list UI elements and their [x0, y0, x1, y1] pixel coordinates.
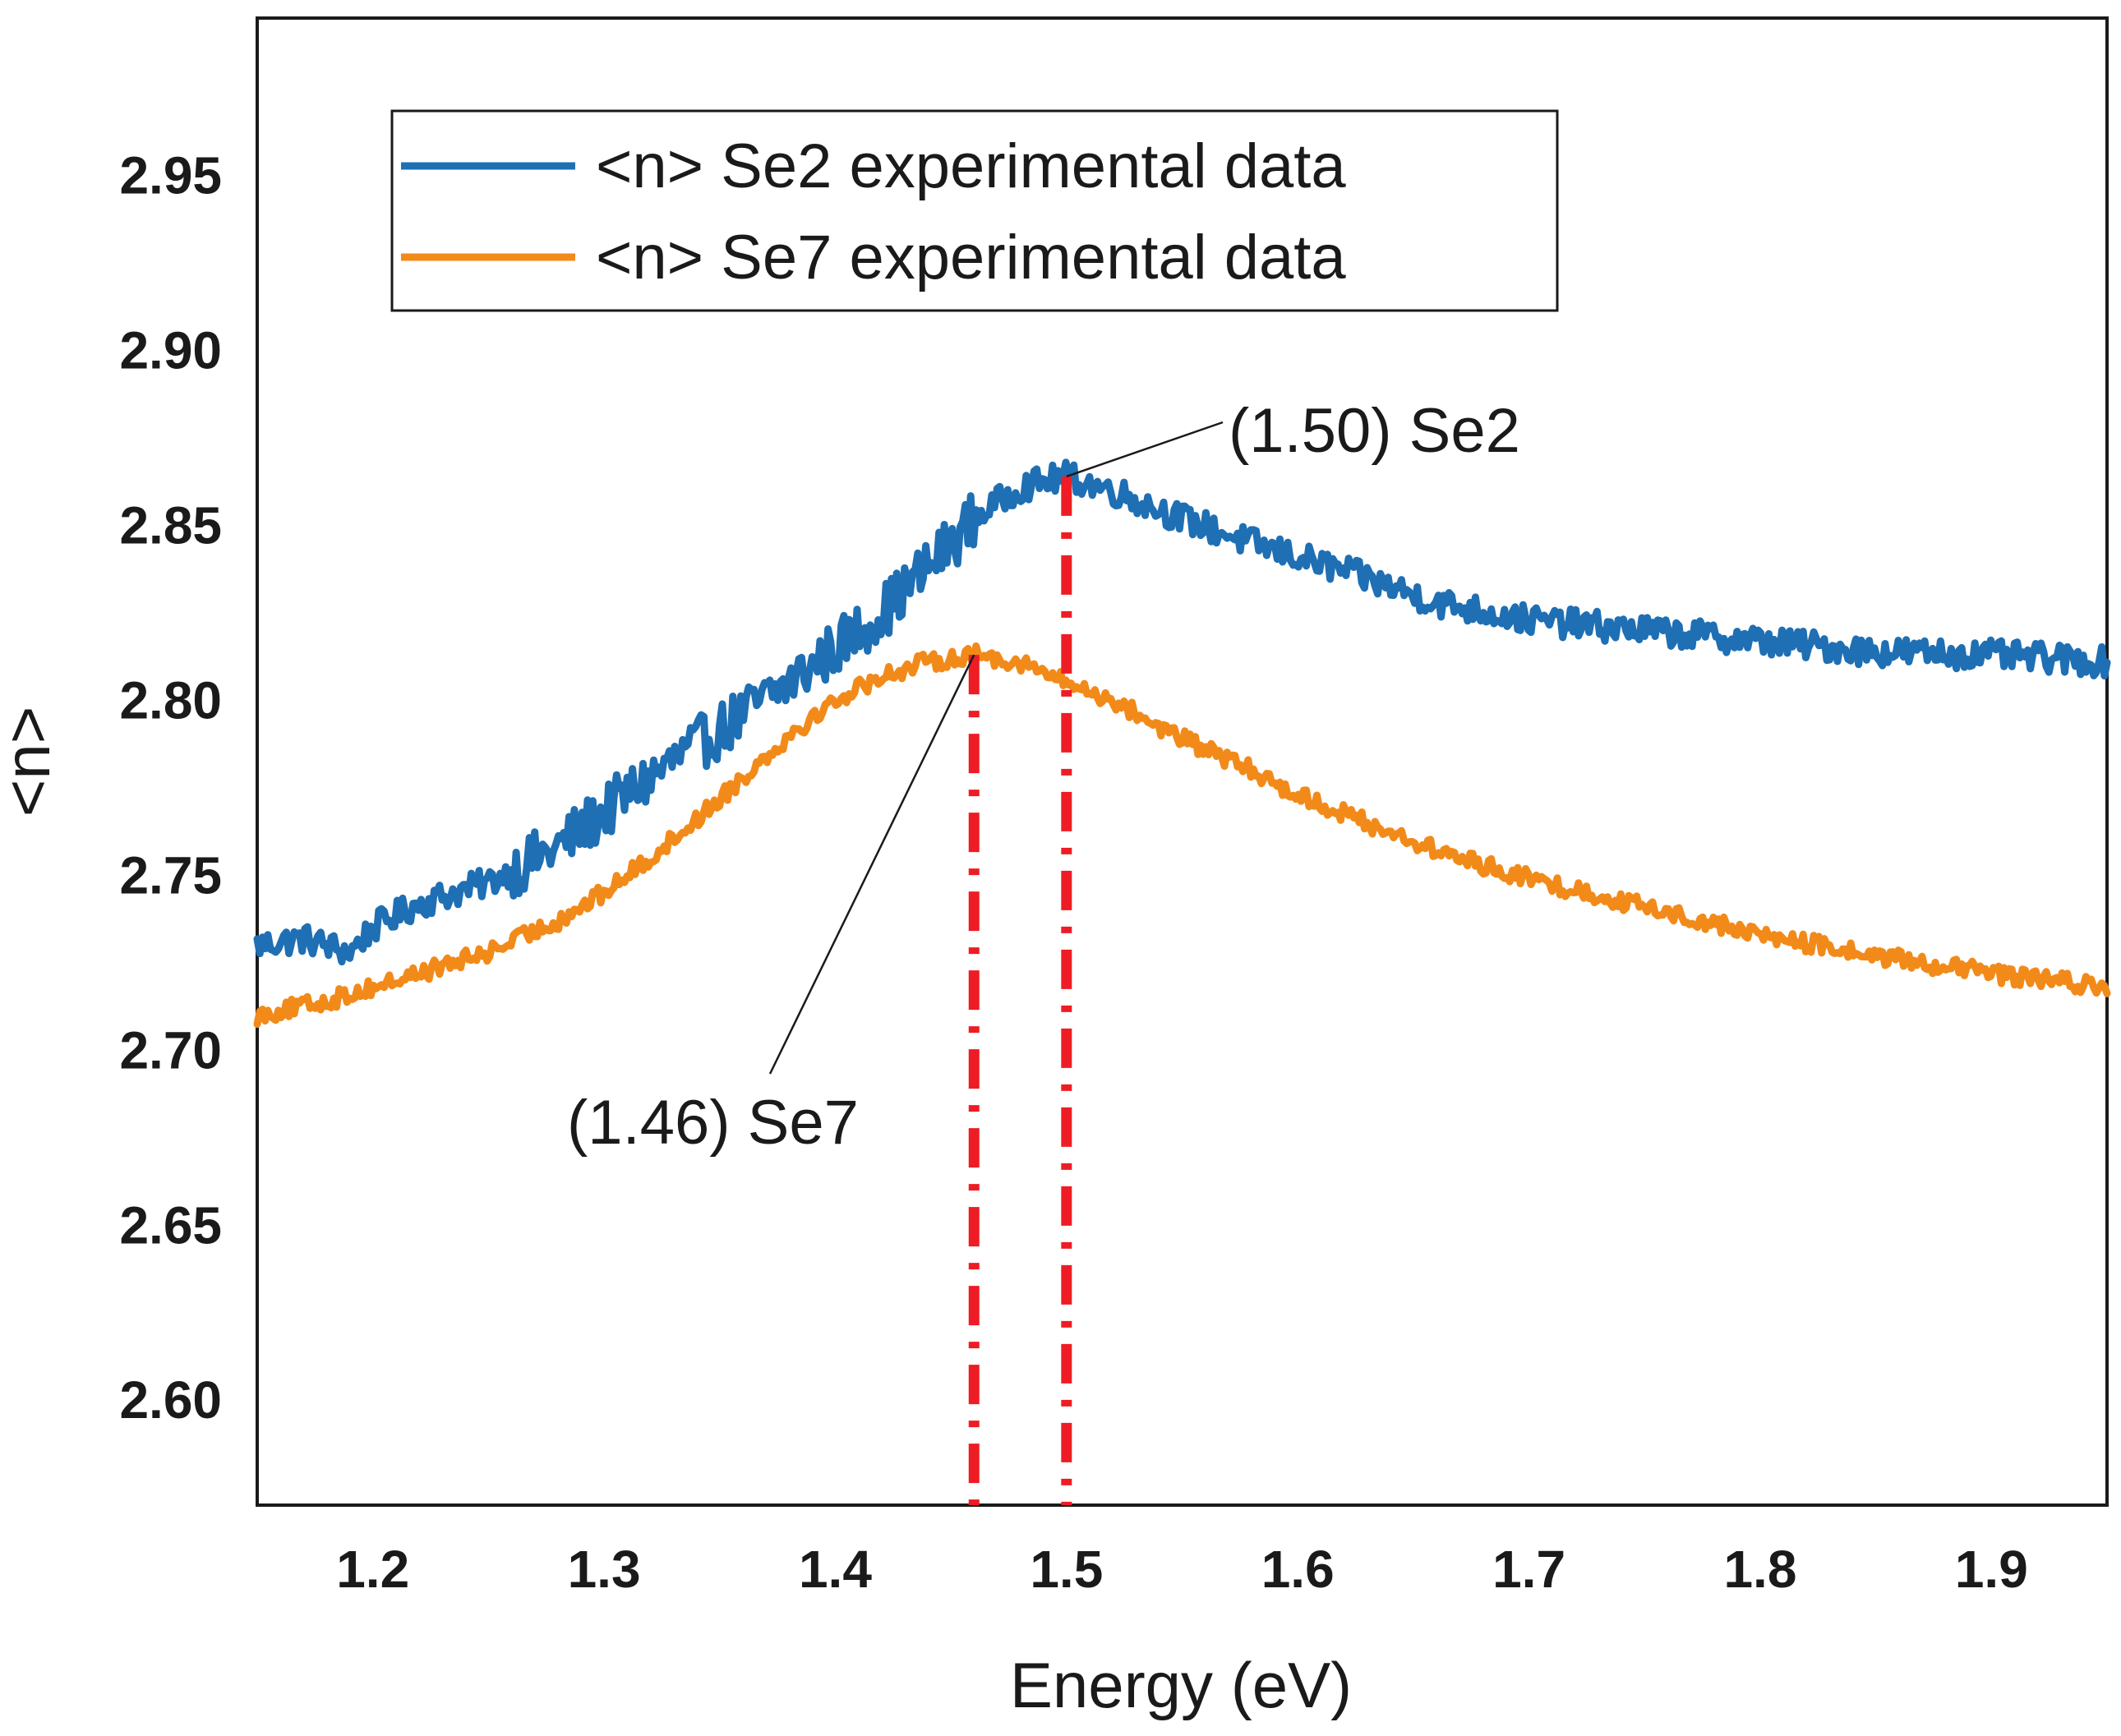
y-tick-label: 2.75: [119, 845, 222, 905]
annotation-label: (1.50) Se2: [1229, 396, 1520, 466]
x-tick-label: 1.2: [336, 1540, 409, 1599]
annotation-label: (1.46) Se7: [567, 1088, 859, 1158]
annotation-leader-line: [1066, 421, 1224, 478]
x-tick-label: 1.8: [1723, 1540, 1796, 1599]
reference-lines: [968, 476, 1072, 1505]
x-tick-label: 1.5: [1030, 1540, 1103, 1599]
legend: <n> Se2 experimental data <n> Se7 experi…: [390, 109, 1559, 312]
y-axis-title: <n>: [0, 707, 63, 817]
annotations: (1.50) Se2 (1.46) Se7: [567, 396, 1520, 1158]
legend-box: [390, 109, 1559, 312]
x-axis-ticks: 1.2 1.3 1.4 1.5 1.6 1.7 1.8 1.9: [336, 1540, 2028, 1599]
y-tick-label: 2.65: [119, 1195, 222, 1255]
x-tick-label: 1.7: [1492, 1540, 1565, 1599]
x-tick-label: 1.9: [1955, 1540, 2028, 1599]
x-tick-label: 1.4: [799, 1540, 872, 1599]
y-tick-label: 2.80: [119, 670, 222, 730]
y-tick-label: 2.90: [119, 321, 222, 380]
y-tick-label: 2.70: [119, 1020, 222, 1080]
y-tick-label: 2.85: [119, 496, 222, 555]
annotation-leader-line: [768, 654, 975, 1075]
series-line-se7: [253, 642, 2111, 1028]
y-axis-ticks: 2.60 2.65 2.70 2.75 2.80 2.85 2.90 2.95: [119, 146, 222, 1430]
legend-label-se7: <n> Se7 experimental data: [596, 223, 1346, 292]
y-tick-label: 2.60: [119, 1370, 222, 1430]
x-tick-label: 1.6: [1261, 1540, 1335, 1599]
series-line-se2: [253, 458, 2111, 966]
x-tick-label: 1.3: [568, 1540, 641, 1599]
legend-label-se2: <n> Se2 experimental data: [596, 131, 1346, 201]
y-tick-label: 2.95: [119, 146, 222, 205]
x-axis-title: Energy (eV): [1010, 1649, 1352, 1721]
series-layer: [253, 458, 2111, 1028]
